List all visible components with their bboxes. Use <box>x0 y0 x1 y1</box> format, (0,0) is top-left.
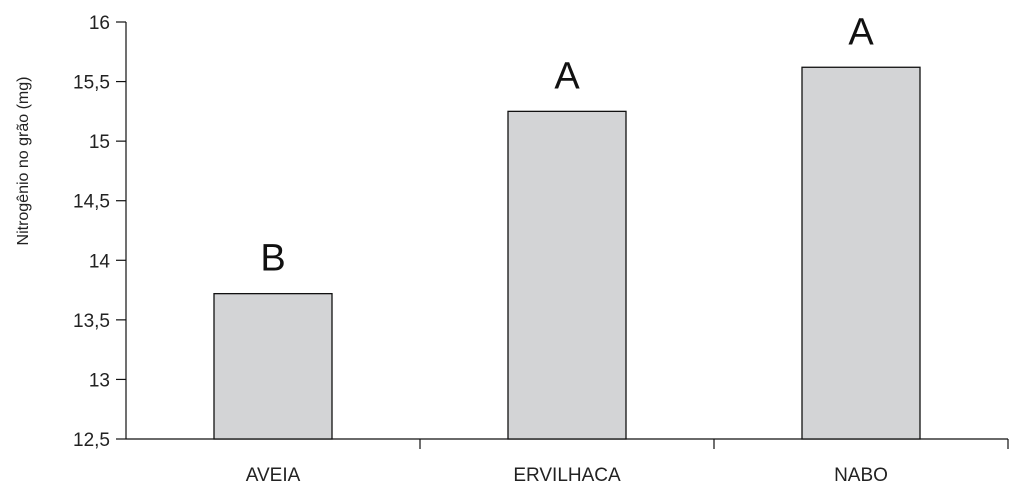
y-tick-label: 14 <box>89 251 111 272</box>
significance-letter: B <box>260 238 285 280</box>
y-tick-label: 12,5 <box>73 430 110 451</box>
significance-letter: A <box>554 55 580 97</box>
bar-ervilhaca <box>507 110 627 440</box>
x-category-label: AVEIA <box>246 465 301 486</box>
bars <box>213 66 921 440</box>
x-category-label: ERVILHACA <box>513 465 621 486</box>
y-tick-label: 16 <box>89 13 110 34</box>
y-axis-title-group: Nitrogênio no grão (mg) <box>15 77 32 246</box>
significance-letter: A <box>848 11 874 53</box>
y-tick-label: 13 <box>89 370 110 391</box>
bar-nabo <box>801 66 921 440</box>
y-tick-label: 13,5 <box>73 311 110 332</box>
x-category-label: NABO <box>834 465 888 486</box>
y-tick-label: 14,5 <box>73 192 110 213</box>
y-axis-title: Nitrogênio no grão (mg) <box>15 77 32 246</box>
labels: AVEIA B ERVILHACA A NABO A <box>246 11 888 486</box>
bar-aveia <box>213 292 333 440</box>
y-tick-label: 15 <box>89 132 110 153</box>
y-tick-label: 15,5 <box>73 73 110 94</box>
